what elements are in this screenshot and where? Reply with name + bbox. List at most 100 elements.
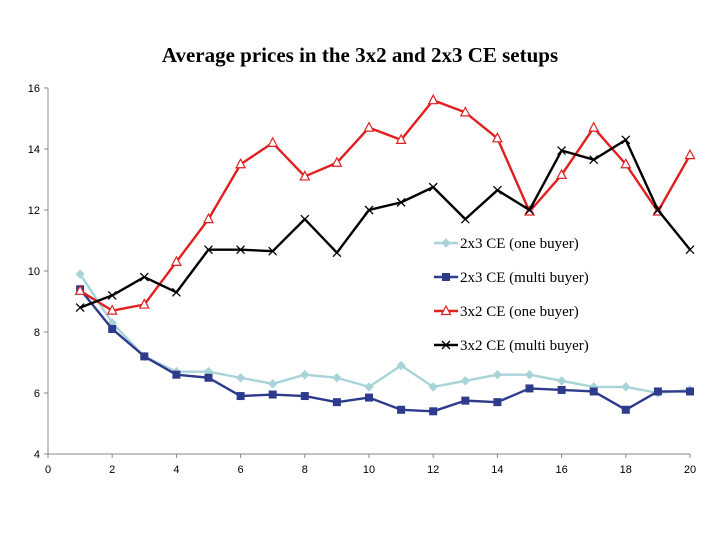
data-point [493,398,502,407]
x-tick-label: 10 [363,464,375,476]
x-tick-label: 4 [173,464,179,476]
legend-label: 3x2 CE (multi buyer) [460,338,589,354]
data-point [395,133,407,144]
series-line [79,273,691,395]
legend-marker [441,238,451,248]
y-tick-label: 14 [28,144,40,156]
series-3 [74,93,696,315]
data-point [589,387,598,396]
data-point [428,182,438,192]
series-line [79,138,691,309]
y-tick-label: 10 [28,266,40,278]
data-point [460,214,470,224]
data-point [621,405,630,414]
x-tick-label: 6 [238,464,244,476]
legend-marker [440,304,452,316]
data-point [396,197,406,207]
data-point [140,352,149,361]
data-point [203,212,214,224]
data-point [492,185,502,195]
data-point [172,370,181,379]
x-tick-label: 18 [620,464,632,476]
data-point [459,106,471,117]
chart-axes: 4 6 8 10 12 14 16 0 2 4 6 8 10 12 14 16 18 20 [28,83,696,476]
data-point [685,245,695,255]
data-point [300,214,310,224]
data-point [491,132,503,143]
data-point [204,245,213,255]
data-point [461,396,470,405]
data-point [236,392,245,401]
data-point [427,93,439,105]
data-point [620,157,632,169]
data-point [684,148,696,160]
data-point [589,155,599,165]
series-layer [74,93,696,416]
data-point [171,287,181,297]
data-point [108,324,117,333]
data-point [300,369,310,380]
x-tick-label: 8 [302,464,308,476]
y-tick-label: 8 [34,327,40,339]
data-point [364,205,374,215]
legend-marker [441,340,451,350]
legend-item: 3x2 CE (multi buyer) [434,338,589,354]
chart-title: Average prices in the 3x2 and 2x3 CE set… [162,43,558,67]
series-line [79,288,690,413]
data-point [588,121,600,132]
legend-label: 2x3 CE (one buyer) [460,236,579,252]
data-point [556,376,567,386]
data-point [236,245,246,255]
legend-item: 2x3 CE (one buyer) [434,236,579,252]
data-point [139,272,149,282]
chart-legend: 2x3 CE (one buyer) 2x3 CE (multi buyer) 3x… [434,236,589,354]
series-4 [75,135,695,313]
data-point [621,382,631,392]
data-point [235,373,246,383]
data-point [300,392,309,401]
data-point [621,135,631,145]
data-point [75,303,85,313]
data-point [107,290,117,300]
data-point [299,170,311,181]
data-point [364,382,374,392]
data-point [460,376,471,386]
data-point [557,146,567,155]
legend-item: 2x3 CE (multi buyer) [434,270,589,286]
y-tick-label: 12 [28,205,40,217]
data-point [332,248,342,258]
legend-item: 3x2 CE (one buyer) [434,304,579,320]
data-point [653,205,663,215]
x-tick-label: 16 [555,464,567,476]
x-tick-label: 20 [684,464,696,476]
data-point [74,284,86,295]
legend-label: 3x2 CE (one buyer) [460,304,579,320]
series-2 [76,285,694,416]
legend-marker [442,273,450,281]
data-point [331,156,343,167]
series-1 [75,269,695,398]
data-point [204,373,213,382]
data-point [397,405,406,414]
data-point [170,255,182,266]
data-point [268,246,278,256]
data-point [332,373,342,383]
data-point [268,390,277,399]
data-point [75,269,85,279]
data-point [365,393,373,402]
data-point [429,407,438,416]
data-point [492,369,503,380]
data-point [524,369,535,380]
x-tick-label: 0 [45,464,51,476]
data-point [525,205,534,215]
x-tick-label: 12 [427,464,439,476]
x-tick-label: 2 [109,464,115,476]
data-point [267,379,278,389]
x-tick-label: 14 [491,464,503,476]
data-point [525,384,534,393]
data-point [556,168,568,180]
y-tick-label: 4 [34,449,40,461]
data-point [396,360,406,371]
data-point [106,304,118,315]
